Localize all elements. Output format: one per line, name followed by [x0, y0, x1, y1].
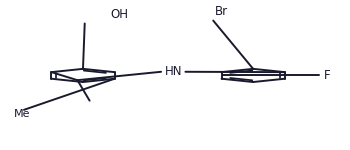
Text: HN: HN: [164, 65, 182, 78]
Text: OH: OH: [111, 8, 129, 21]
Text: Me: Me: [14, 109, 30, 119]
Text: F: F: [324, 69, 331, 82]
Text: Br: Br: [215, 5, 228, 18]
